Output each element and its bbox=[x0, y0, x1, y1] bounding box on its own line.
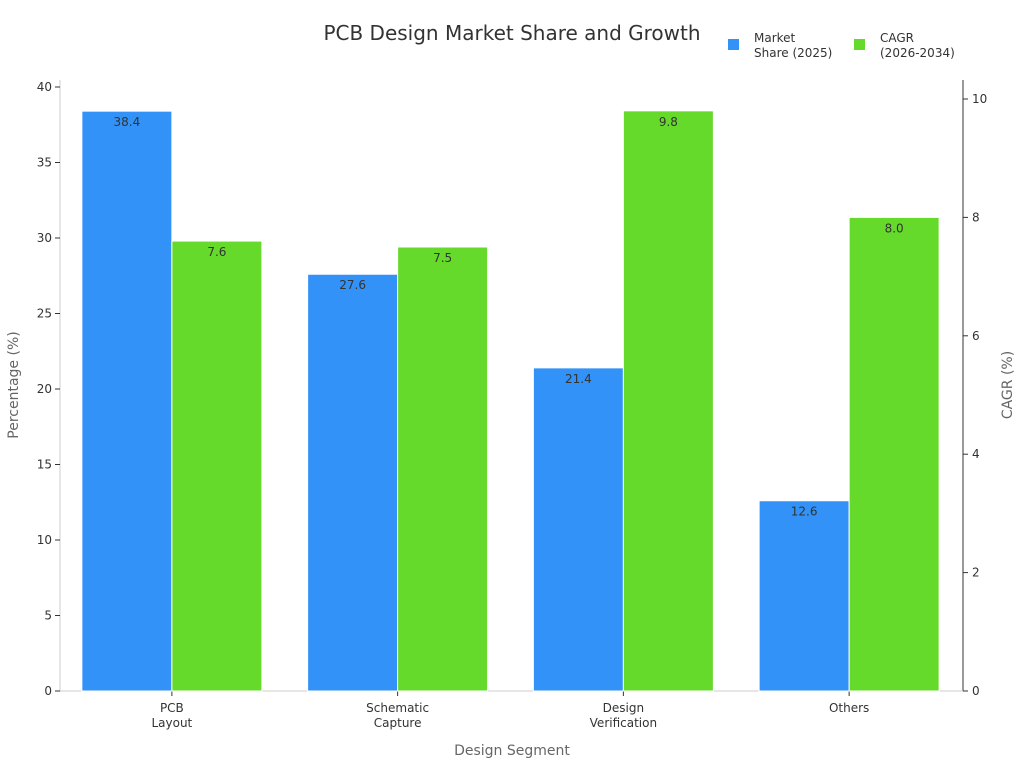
bar-cagr bbox=[622, 110, 714, 692]
y2-axis-label: CAGR (%) bbox=[1000, 351, 1016, 419]
bar-market-share bbox=[81, 110, 173, 692]
y-tick-label: 25 bbox=[37, 307, 52, 321]
y-tick-label: 30 bbox=[37, 231, 52, 245]
y-tick-label: 10 bbox=[37, 533, 52, 547]
data-label: 9.8 bbox=[659, 115, 678, 129]
data-label: 7.6 bbox=[207, 245, 226, 259]
x-tick-label: PCB bbox=[160, 701, 184, 715]
bar-market-share bbox=[307, 273, 399, 692]
data-label: 38.4 bbox=[114, 115, 141, 129]
x-tick-label: Others bbox=[829, 701, 869, 715]
x-axis-label: Design Segment bbox=[454, 743, 570, 759]
y2-tick-label: 0 bbox=[972, 684, 980, 698]
data-label: 21.4 bbox=[565, 372, 592, 386]
data-label: 7.5 bbox=[433, 251, 452, 265]
y2-tick-label: 10 bbox=[972, 92, 987, 106]
y-axis-label: Percentage (%) bbox=[6, 331, 22, 438]
bar-cagr bbox=[171, 240, 263, 692]
x-tick-label: Layout bbox=[151, 716, 192, 730]
bar-cagr bbox=[848, 216, 940, 692]
data-label: 12.6 bbox=[791, 505, 818, 519]
x-tick-label: Design bbox=[603, 701, 644, 715]
bar-market-share bbox=[532, 367, 624, 692]
x-tick-label: Schematic bbox=[366, 701, 429, 715]
y2-tick-label: 8 bbox=[972, 210, 980, 224]
x-tick-label: Verification bbox=[590, 716, 657, 730]
y2-tick-label: 6 bbox=[972, 329, 980, 343]
data-label: 8.0 bbox=[885, 221, 904, 235]
y-tick-label: 20 bbox=[37, 382, 52, 396]
legend-swatch bbox=[854, 39, 865, 50]
bar-market-share bbox=[758, 500, 850, 692]
legend-swatch bbox=[728, 39, 739, 50]
y2-tick-label: 2 bbox=[972, 566, 980, 580]
y-tick-label: 40 bbox=[37, 80, 52, 94]
y-tick-label: 0 bbox=[44, 684, 52, 698]
chart-title: PCB Design Market Share and Growth bbox=[323, 21, 700, 45]
bar-cagr bbox=[397, 246, 489, 692]
y-tick-label: 5 bbox=[44, 609, 52, 623]
legend-label: Share (2025) bbox=[754, 46, 832, 60]
x-tick-label: Capture bbox=[374, 716, 422, 730]
y-tick-label: 35 bbox=[37, 156, 52, 170]
legend-label: (2026-2034) bbox=[880, 46, 955, 60]
legend-label: Market bbox=[754, 31, 796, 45]
legend-label: CAGR bbox=[880, 31, 914, 45]
y2-tick-label: 4 bbox=[972, 447, 980, 461]
data-label: 27.6 bbox=[339, 278, 366, 292]
y-tick-label: 15 bbox=[37, 458, 52, 472]
